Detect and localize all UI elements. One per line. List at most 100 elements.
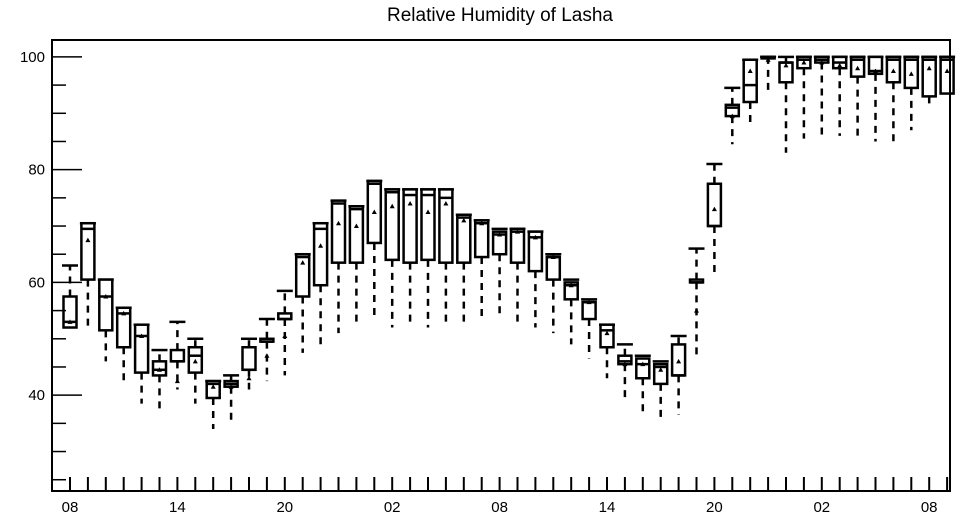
- box-group: [778, 55, 794, 153]
- box-group: [420, 188, 436, 328]
- box: [545, 255, 562, 281]
- box-group: [903, 55, 920, 131]
- mean-marker: [461, 217, 467, 223]
- box-group: [223, 374, 240, 421]
- box: [241, 345, 257, 372]
- mean-marker: [443, 200, 449, 206]
- mean-marker: [389, 203, 395, 209]
- box: [98, 278, 114, 332]
- box-group: [545, 252, 562, 334]
- mean-marker: [711, 206, 717, 212]
- box-group: [62, 264, 78, 329]
- x-tick-label: 20: [276, 499, 293, 516]
- box-group: [348, 205, 365, 328]
- box-group: [241, 337, 257, 390]
- box-group: [294, 252, 311, 353]
- box: [867, 55, 884, 76]
- box-group: [151, 348, 168, 410]
- box-group: [455, 213, 472, 322]
- y-tick-label: 80: [28, 162, 45, 179]
- mean-marker: [926, 65, 932, 71]
- mean-marker: [121, 310, 127, 316]
- mean-marker: [694, 308, 699, 313]
- box: [527, 230, 544, 273]
- x-tick-label: 02: [813, 499, 830, 516]
- box-group: [527, 230, 544, 328]
- box-group: [706, 162, 723, 274]
- mean-marker: [497, 231, 503, 237]
- box-group: [491, 227, 508, 314]
- mean-marker: [318, 243, 324, 248]
- box: [294, 252, 311, 298]
- box-group: [867, 55, 884, 142]
- box-group: [634, 354, 651, 413]
- box-group: [169, 320, 186, 390]
- mean-marker: [640, 361, 646, 367]
- y-tick-label: 60: [28, 274, 45, 291]
- mean-marker: [908, 71, 914, 76]
- mean-marker: [210, 384, 216, 389]
- box: [330, 199, 347, 264]
- box: [420, 188, 436, 262]
- mean-marker: [568, 282, 574, 288]
- box-group: [402, 188, 419, 328]
- mean-marker: [855, 65, 861, 71]
- x-tick-label: 14: [599, 499, 616, 516]
- mean-marker: [228, 384, 234, 389]
- mean-marker: [747, 68, 753, 74]
- box: [581, 300, 597, 321]
- box-group: [813, 55, 830, 139]
- x-tick-label: 08: [491, 499, 508, 516]
- box: [133, 323, 150, 374]
- box-group: [581, 298, 598, 359]
- box: [742, 58, 758, 104]
- box: [312, 221, 329, 287]
- mean-marker: [85, 237, 91, 243]
- mean-marker: [944, 68, 950, 74]
- box: [563, 281, 579, 301]
- mean-marker: [783, 62, 789, 68]
- mean-marker: [157, 367, 162, 372]
- box: [62, 295, 78, 329]
- box: [473, 219, 490, 259]
- mean-marker: [353, 223, 359, 229]
- box-group: [509, 227, 526, 322]
- chart-title: Relative Humidity of Lasha: [387, 5, 613, 26]
- box-group: [258, 317, 275, 382]
- box-group: [437, 188, 454, 325]
- box-group: [652, 360, 669, 421]
- mean-marker: [300, 260, 306, 265]
- box-group: [473, 219, 490, 320]
- box: [115, 306, 132, 349]
- box: [491, 230, 508, 256]
- box-group: [742, 58, 759, 125]
- box-group: [187, 337, 204, 404]
- mean-marker: [801, 60, 807, 65]
- box-group: [276, 289, 293, 376]
- box: [635, 357, 651, 380]
- y-tick-label: 40: [28, 387, 45, 404]
- box-group: [133, 323, 150, 404]
- mean-marker: [586, 299, 592, 305]
- mean-marker: [371, 209, 377, 214]
- box: [706, 182, 723, 228]
- box: [939, 55, 955, 95]
- box-group: [921, 55, 938, 108]
- boxes-layer: [62, 55, 956, 429]
- mean-marker: [192, 358, 198, 364]
- box-group: [366, 179, 383, 317]
- mean-marker: [407, 200, 413, 206]
- mean-marker: [890, 68, 896, 74]
- box: [438, 188, 454, 264]
- x-tick-label: 02: [384, 499, 401, 516]
- box-group: [563, 278, 580, 345]
- box-group: [795, 55, 812, 139]
- box-group: [831, 55, 848, 136]
- mean-marker: [336, 220, 341, 226]
- mean-marker: [550, 254, 556, 260]
- box: [456, 213, 472, 264]
- y-axis: 40 60 80 100: [20, 49, 82, 481]
- mean-marker: [729, 113, 735, 119]
- box: [921, 55, 937, 98]
- box-group: [205, 379, 222, 429]
